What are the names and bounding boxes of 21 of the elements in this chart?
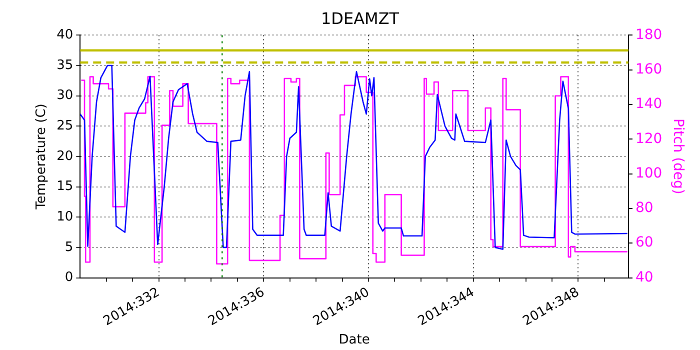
y-tick-label: 10 (56, 209, 74, 224)
y2-tick-label: 80 (635, 200, 654, 216)
x-axis-title: Date (338, 332, 370, 348)
y2-axis-title: Pitch (deg) (670, 118, 686, 194)
y2-tick-label: 160 (635, 61, 662, 78)
y-tick-label: 35 (56, 58, 74, 73)
chart-title: 1DEAMZT (320, 8, 400, 28)
y2-tick-label: 140 (635, 96, 662, 112)
y-axis-title: Temperature (C) (34, 104, 50, 210)
y2-tick-label: 100 (635, 165, 662, 182)
y-tick-label: 30 (56, 88, 74, 104)
y-tick-label: 0 (64, 270, 74, 286)
y-tick-label: 5 (64, 240, 74, 255)
y2-tick-label: 40 (635, 269, 654, 286)
y2-tick-label: 180 (635, 26, 662, 43)
y-tick-label: 20 (56, 148, 74, 164)
y-tick-label: 15 (56, 179, 74, 194)
y-tick-label: 40 (56, 28, 74, 43)
y2-tick-label: 120 (635, 130, 662, 147)
y2-tick-label: 60 (635, 234, 654, 251)
y-tick-label: 25 (56, 118, 74, 134)
